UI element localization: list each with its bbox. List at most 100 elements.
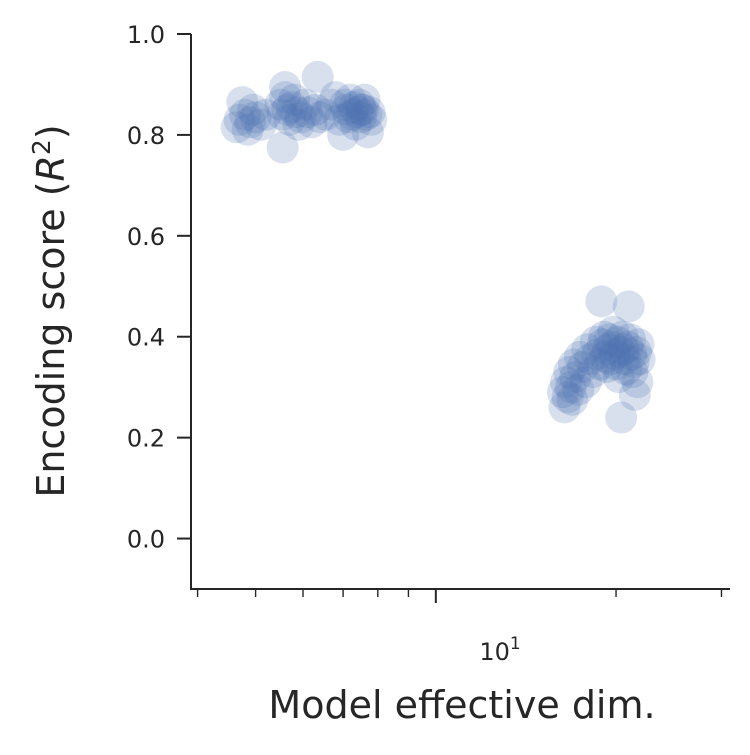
- data-point: [309, 98, 342, 131]
- data-point: [569, 366, 602, 399]
- data-point: [229, 98, 261, 131]
- data-point: [602, 361, 635, 394]
- y-tick-label: 0.0: [127, 526, 165, 554]
- data-point: [226, 86, 259, 119]
- data-point: [291, 96, 324, 129]
- data-point: [350, 98, 383, 131]
- data-point: [617, 346, 650, 378]
- data-point: [343, 88, 376, 121]
- data-point: [574, 343, 607, 376]
- data-point: [303, 101, 336, 134]
- data-point: [301, 60, 334, 93]
- data-point: [355, 103, 388, 136]
- data-point: [249, 98, 282, 131]
- data-point: [553, 356, 586, 388]
- data-point: [588, 320, 621, 353]
- data-point: [223, 103, 256, 136]
- data-point: [266, 98, 299, 131]
- y-tick-label: 0.2: [127, 425, 165, 453]
- y-tick-label: 0.4: [127, 324, 165, 352]
- y-tick-label: 0.6: [127, 223, 165, 251]
- data-point: [611, 330, 644, 363]
- data-point: [598, 338, 631, 371]
- data-point: [566, 351, 599, 383]
- x-tick-label-major: 101: [479, 634, 520, 666]
- data-point: [600, 348, 633, 381]
- data-point: [269, 81, 302, 114]
- data-point: [345, 93, 377, 126]
- data-point: [610, 353, 643, 386]
- data-point: [603, 335, 636, 368]
- data-point: [346, 93, 379, 126]
- data-point: [590, 351, 623, 383]
- data-point: [220, 111, 253, 144]
- data-point: [334, 83, 367, 116]
- data-point: [601, 325, 634, 358]
- points-layer: [220, 60, 656, 434]
- data-point: [584, 348, 616, 381]
- data-point: [556, 383, 589, 416]
- data-point: [618, 378, 651, 411]
- data-point: [612, 290, 645, 323]
- data-point: [585, 285, 618, 318]
- data-point: [351, 116, 384, 149]
- data-point: [550, 366, 582, 399]
- data-point: [345, 101, 377, 134]
- data-point: [557, 348, 590, 381]
- data-point: [551, 381, 584, 414]
- data-point: [275, 91, 308, 124]
- data-point: [336, 98, 369, 131]
- data-point: [623, 343, 656, 376]
- data-point: [339, 108, 372, 141]
- data-point: [596, 330, 629, 363]
- data-point: [571, 333, 604, 366]
- data-point: [330, 93, 363, 126]
- data-point: [332, 101, 365, 134]
- data-point: [348, 83, 381, 116]
- data-point: [239, 101, 272, 134]
- x-axis-label: Model effective dim.: [268, 683, 655, 727]
- data-point: [319, 81, 352, 114]
- data-point: [299, 93, 332, 126]
- data-point: [597, 315, 630, 348]
- data-point: [559, 361, 592, 394]
- data-point: [621, 366, 654, 399]
- y-tick-label: 0.8: [127, 122, 165, 150]
- data-point: [615, 338, 648, 371]
- data-point: [579, 325, 612, 358]
- data-point: [278, 83, 311, 116]
- data-point: [295, 106, 328, 139]
- y-tick-label: 1.0: [127, 21, 165, 49]
- data-point: [577, 356, 609, 388]
- data-point: [266, 131, 299, 164]
- data-point: [338, 91, 370, 124]
- data-point: [273, 103, 306, 136]
- y-ticks: 0.0 0.2 0.4 0.6 0.8 1.0: [127, 21, 191, 554]
- data-point: [328, 88, 361, 121]
- data-point: [280, 96, 313, 129]
- data-point: [581, 338, 614, 371]
- data-point: [593, 323, 626, 356]
- data-point: [323, 103, 356, 136]
- data-point: [244, 108, 277, 141]
- data-point: [284, 101, 317, 134]
- data-point: [548, 391, 581, 424]
- data-point: [327, 118, 360, 151]
- data-point: [562, 373, 595, 406]
- data-point: [271, 93, 304, 126]
- data-point: [563, 340, 596, 373]
- data-point: [605, 401, 638, 434]
- data-point: [231, 113, 264, 146]
- data-point: [616, 356, 649, 388]
- data-point: [353, 96, 386, 129]
- data-point: [607, 333, 640, 366]
- y-axis-label: Encoding score (R2): [27, 124, 73, 497]
- data-point: [546, 376, 579, 409]
- x-ticks: [196, 589, 723, 603]
- data-point: [622, 328, 655, 361]
- data-point: [234, 106, 267, 139]
- data-point: [620, 335, 653, 368]
- data-point: [609, 343, 641, 376]
